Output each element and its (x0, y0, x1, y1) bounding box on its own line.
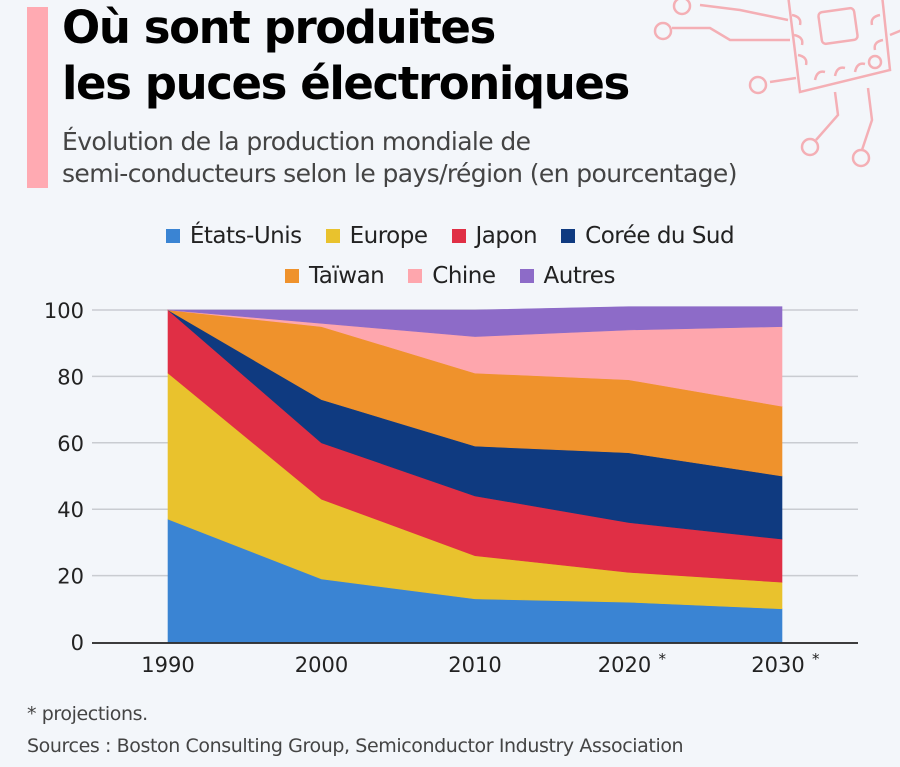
y-tick-label: 20 (57, 565, 84, 589)
x-tick-label: 2020 (598, 653, 651, 677)
sources-text: Sources : Boston Consulting Group, Semic… (27, 735, 684, 757)
legend-row-2: Taïwan Chine Autres (0, 260, 900, 292)
y-tick-label: 60 (57, 432, 84, 456)
legend-swatch-japon (451, 229, 466, 243)
legend-item-chine: Chine (408, 263, 496, 289)
legend-label-taiwan: Taïwan (309, 263, 385, 289)
legend-swatch-coree-du-sud (561, 229, 576, 243)
legend-label-coree-du-sud: Corée du Sud (585, 223, 735, 249)
subtitle-line-2: semi-conducteurs selon le pays/région (e… (62, 159, 737, 188)
chart-legend: États-Unis Europe Japon Corée du Sud Taï… (0, 220, 900, 300)
area-series (167, 306, 783, 643)
legend-item-taiwan: Taïwan (285, 263, 385, 289)
legend-swatch-chine (408, 269, 423, 283)
x-tick-label: 1990 (141, 653, 194, 677)
legend-swatch-etats-unis (165, 229, 180, 243)
y-tick-label: 100 (44, 299, 84, 323)
stacked-area-chart: 0 20 40 60 80 100 1990 2000 2010 2020 * 2030 * (44, 299, 858, 677)
y-tick-label: 0 (71, 631, 84, 655)
area-autres (167, 306, 783, 337)
legend-label-autres: Autres (543, 263, 616, 289)
legend-row-1: États-Unis Europe Japon Corée du Sud (0, 220, 900, 252)
chart-footer: * projections. Sources : Boston Consulti… (27, 698, 684, 762)
legend-item-europe: Europe (325, 223, 428, 249)
x-tick-label: 2000 (295, 653, 348, 677)
y-tick-label: 80 (57, 365, 84, 389)
legend-label-chine: Chine (432, 263, 496, 289)
microchip-circuit-icon (653, 0, 900, 168)
legend-item-etats-unis: États-Unis (165, 223, 302, 249)
chart-title: Où sont produites les puces électronique… (62, 0, 702, 112)
legend-item-autres: Autres (519, 263, 616, 289)
legend-label-etats-unis: États-Unis (189, 223, 302, 249)
projection-asterisk: * (812, 650, 820, 668)
legend-label-japon: Japon (475, 223, 538, 249)
x-tick-label: 2030 (751, 653, 804, 677)
x-tick-label: 2010 (448, 653, 501, 677)
title-line-1: Où sont produites (62, 1, 496, 54)
title-line-2: les puces électroniques (62, 57, 630, 110)
legend-item-coree-du-sud: Corée du Sud (561, 223, 735, 249)
legend-swatch-europe (325, 229, 340, 243)
projection-note: * projections. (27, 703, 148, 725)
legend-swatch-taiwan (285, 269, 300, 283)
y-axis-ticks: 0 20 40 60 80 100 (44, 299, 84, 655)
chart-subtitle: Évolution de la production mondiale de s… (62, 126, 862, 190)
legend-label-europe: Europe (349, 223, 428, 249)
title-accent-bar (27, 7, 48, 188)
projection-asterisk: * (659, 650, 667, 668)
x-axis-ticks: 1990 2000 2010 2020 * 2030 * (141, 650, 820, 677)
subtitle-line-1: Évolution de la production mondiale de (62, 127, 531, 156)
y-tick-label: 40 (57, 498, 84, 522)
legend-swatch-autres (519, 269, 534, 283)
legend-item-japon: Japon (451, 223, 538, 249)
